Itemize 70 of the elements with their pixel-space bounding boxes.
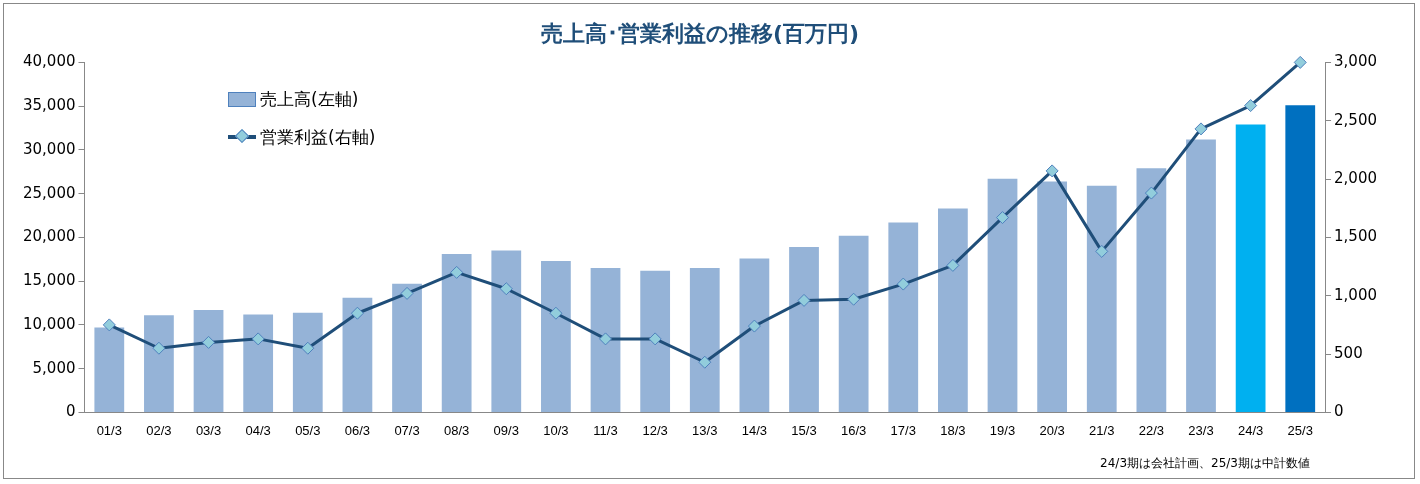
y-tick-label: 25,000 xyxy=(22,183,76,202)
x-tick-label: 16/3 xyxy=(840,422,867,438)
y2-tick-label: 500 xyxy=(1334,343,1363,362)
bar xyxy=(144,315,174,412)
x-tick-label: 09/3 xyxy=(493,422,519,438)
bar xyxy=(392,283,422,412)
x-tick-label: 20/3 xyxy=(1039,422,1065,438)
x-tick-label: 05/3 xyxy=(295,422,321,438)
bar xyxy=(1136,168,1167,412)
bar xyxy=(739,258,770,412)
x-tick-label: 03/3 xyxy=(195,422,222,438)
y2-tick-label: 2,500 xyxy=(1334,110,1378,129)
bar xyxy=(243,314,274,412)
x-tick-label: 07/3 xyxy=(394,422,420,438)
bar xyxy=(689,268,720,412)
x-tick-label: 25/3 xyxy=(1287,422,1313,438)
bar xyxy=(1285,105,1316,412)
y-tick-label: 5,000 xyxy=(32,358,76,377)
y2-tick-label: 2,000 xyxy=(1334,168,1378,187)
bar xyxy=(640,270,671,412)
bar xyxy=(1037,181,1068,412)
bar xyxy=(838,235,869,412)
x-tick-label: 11/3 xyxy=(593,422,618,438)
y-tick-label: 0 xyxy=(65,402,76,421)
bar xyxy=(342,297,373,412)
x-tick-label: 06/3 xyxy=(344,422,371,438)
x-tick-label: 02/3 xyxy=(146,422,172,438)
x-tick-label: 10/3 xyxy=(543,422,569,438)
bar xyxy=(292,312,323,412)
bar xyxy=(94,327,125,412)
x-tick-label: 21/3 xyxy=(1089,422,1115,438)
bar xyxy=(441,254,472,412)
bar xyxy=(1235,124,1266,412)
y-tick-label: 40,000 xyxy=(22,52,76,71)
y-tick-label: 30,000 xyxy=(22,139,76,158)
x-tick-label: 12/3 xyxy=(642,422,668,438)
bar xyxy=(541,261,571,412)
x-tick-label: 01/3 xyxy=(96,422,122,438)
chart-title: 売上高･営業利益の推移(百万円) xyxy=(540,20,860,46)
bar xyxy=(888,222,919,412)
y-tick-label: 20,000 xyxy=(22,227,76,246)
bar xyxy=(789,247,819,412)
y2-tick-label: 1,500 xyxy=(1334,227,1378,246)
x-tick-label: 18/3 xyxy=(940,422,966,438)
y2-tick-label: 0 xyxy=(1334,402,1344,421)
bar xyxy=(1086,185,1117,412)
x-tick-label: 08/3 xyxy=(444,422,470,438)
legend-label: 営業利益(右軸) xyxy=(260,125,376,149)
y-tick-label: 10,000 xyxy=(22,314,76,333)
x-tick-label: 19/3 xyxy=(989,422,1016,438)
x-tick-label: 17/3 xyxy=(890,422,916,438)
bar xyxy=(193,310,224,412)
bar xyxy=(590,268,621,412)
legend-label: 売上高(左軸) xyxy=(260,87,359,111)
x-tick-label: 14/3 xyxy=(741,422,768,438)
bar xyxy=(938,208,968,412)
y-tick-label: 15,000 xyxy=(22,271,76,290)
x-tick-label: 24/3 xyxy=(1237,422,1264,438)
bar xyxy=(987,178,1018,412)
x-tick-label: 04/3 xyxy=(245,422,271,438)
bar xyxy=(1186,139,1216,412)
y2-tick-label: 3,000 xyxy=(1334,52,1378,71)
x-tick-label: 13/3 xyxy=(692,422,718,438)
x-tick-label: 23/3 xyxy=(1188,422,1214,438)
y-tick-label: 35,000 xyxy=(22,96,76,115)
text: 24/3期は会社計画、25/3期は中計数値 xyxy=(1100,455,1310,472)
x-tick-label: 15/3 xyxy=(791,422,817,438)
bar xyxy=(491,250,522,412)
y2-tick-label: 1,000 xyxy=(1334,285,1378,304)
x-tick-label: 22/3 xyxy=(1138,422,1165,438)
